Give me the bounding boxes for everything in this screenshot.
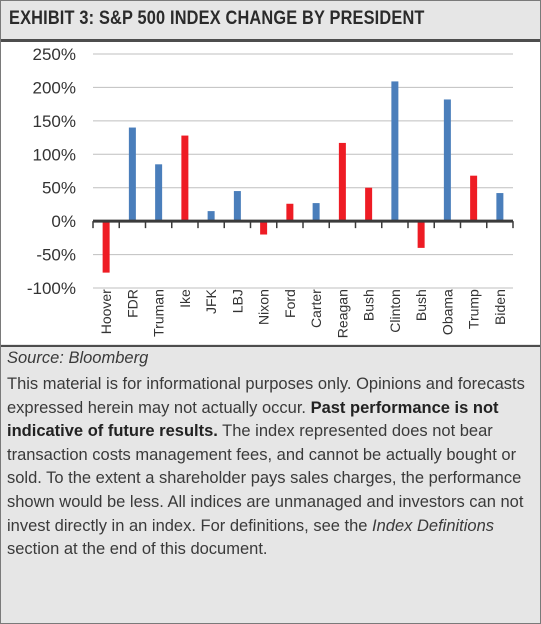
y-tick-label: -100% xyxy=(27,279,76,298)
bar-bush xyxy=(417,221,425,248)
x-tick-label: Nixon xyxy=(256,289,272,325)
bar-ford xyxy=(286,203,294,222)
bar-chart: 250% 200% 150% 100% 50% 0% -50% -100% Hoover FDR… xyxy=(27,45,514,338)
title-divider xyxy=(1,39,540,42)
x-tick-label: FDR xyxy=(124,289,140,318)
bar-nixon xyxy=(260,221,268,235)
bar-jfk xyxy=(207,211,215,222)
x-tick-label: Ike xyxy=(177,289,193,308)
x-tick-label: LBJ xyxy=(229,289,245,313)
exhibit-title: EXHIBIT 3: S&P 500 INDEX CHANGE BY PRESI… xyxy=(9,8,425,29)
y-axis-tick-labels: 250% 200% 150% 100% 50% 0% -50% -100% xyxy=(27,45,76,298)
y-tick-label: 150% xyxy=(33,112,76,131)
bar-fdr xyxy=(128,127,136,222)
disclaimer-part-2: The index represented does not bear tran… xyxy=(7,422,524,535)
x-tick-label: Bush xyxy=(413,289,429,321)
disclaimer-text: This material is for informational purpo… xyxy=(7,373,535,562)
y-tick-label: -50% xyxy=(36,246,76,265)
disclaimer-part-1: This material is for informational purpo… xyxy=(7,375,525,417)
y-tick-label: 250% xyxy=(33,45,76,64)
y-tick-label: 0% xyxy=(51,212,76,231)
disclaimer-part-3: section at the end of this document. xyxy=(7,540,268,559)
x-tick-label: Bush xyxy=(361,289,377,321)
x-tick-label: Biden xyxy=(492,289,508,325)
y-tick-label: 50% xyxy=(42,179,76,198)
bar-obama xyxy=(443,99,451,222)
gridlines xyxy=(93,53,513,289)
x-tick-label: Obama xyxy=(439,289,455,335)
bar-reagan xyxy=(338,142,346,222)
x-axis-ticks xyxy=(92,221,514,229)
source-note: Source: Bloomberg xyxy=(7,349,149,367)
x-tick-label: Hoover xyxy=(98,289,114,334)
bar-ike xyxy=(181,135,189,222)
index-definitions-reference: Index Definitions xyxy=(372,516,495,535)
bar-clinton xyxy=(391,81,399,222)
x-tick-label: Ford xyxy=(282,289,298,318)
x-tick-label: Clinton xyxy=(387,289,403,333)
chart-panel: 250% 200% 150% 100% 50% 0% -50% -100% Hoover FDR… xyxy=(1,42,540,344)
x-tick-label: Trump xyxy=(466,289,482,329)
x-tick-label: JFK xyxy=(203,288,219,314)
bars xyxy=(102,81,504,273)
x-tick-label: Carter xyxy=(308,289,324,328)
bar-trump xyxy=(470,175,478,222)
y-tick-label: 200% xyxy=(33,78,76,97)
y-tick-label: 100% xyxy=(33,145,76,164)
bar-carter xyxy=(312,203,320,222)
bar-hoover xyxy=(102,221,110,273)
bar-biden xyxy=(496,193,504,222)
bar-lbj xyxy=(233,191,241,222)
bar-bush xyxy=(365,187,373,222)
disclaimer-bold: Past performance is not indicative of fu… xyxy=(7,398,499,441)
x-axis-tick-labels: Hoover FDR Truman Ike JFK LBJ Nixon Ford Carter R… xyxy=(98,288,508,338)
x-tick-label: Reagan xyxy=(334,289,350,338)
x-tick-label: Truman xyxy=(151,289,167,337)
bar-truman xyxy=(155,164,163,222)
chart-bottom-divider xyxy=(1,345,540,347)
